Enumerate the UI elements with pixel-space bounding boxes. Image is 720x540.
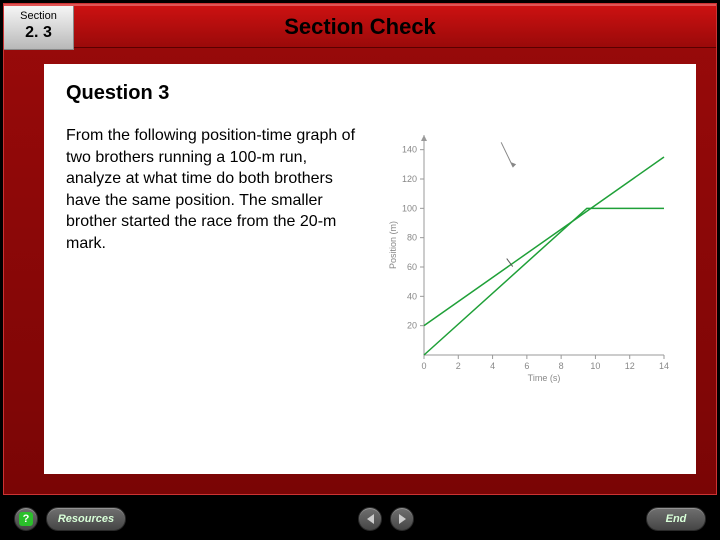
content-area: Question 3 From the following position-t… — [44, 64, 696, 474]
help-icon: ? — [19, 512, 33, 526]
svg-text:140: 140 — [402, 145, 417, 155]
question-body: From the following position-time graph o… — [66, 125, 366, 395]
svg-text:Time (s): Time (s) — [528, 373, 561, 383]
svg-text:8: 8 — [559, 361, 564, 371]
prev-button[interactable] — [358, 507, 382, 531]
svg-text:2: 2 — [456, 361, 461, 371]
svg-text:120: 120 — [402, 174, 417, 184]
end-label: End — [666, 513, 687, 525]
svg-text:6: 6 — [524, 361, 529, 371]
end-button[interactable]: End — [646, 507, 706, 531]
svg-text:40: 40 — [407, 291, 417, 301]
svg-text:60: 60 — [407, 262, 417, 272]
help-button[interactable]: ? — [14, 507, 38, 531]
chart-svg: 0 2 4 6 8 10 12 14 20 40 60 80 100 120 140 Time (s) Posi… — [384, 125, 674, 385]
svg-text:Position (m): Position (m) — [388, 221, 398, 269]
svg-text:12: 12 — [625, 361, 635, 371]
header-bar: Section 2. 3 Section Check — [4, 4, 716, 48]
svg-text:0: 0 — [421, 361, 426, 371]
svg-text:80: 80 — [407, 233, 417, 243]
svg-text:4: 4 — [490, 361, 495, 371]
resources-label: Resources — [58, 513, 114, 525]
resources-button[interactable]: Resources — [46, 507, 126, 531]
body-row: From the following position-time graph o… — [66, 125, 674, 395]
chevron-left-icon — [367, 514, 374, 524]
chevron-right-icon — [399, 514, 406, 524]
next-button[interactable] — [390, 507, 414, 531]
position-time-chart: 0 2 4 6 8 10 12 14 20 40 60 80 100 120 140 Time (s) Posi… — [384, 125, 674, 395]
footer-bar: ? Resources End — [0, 498, 720, 540]
svg-text:10: 10 — [590, 361, 600, 371]
slide-title: Section Check — [4, 14, 716, 40]
svg-text:14: 14 — [659, 361, 669, 371]
svg-text:20: 20 — [407, 321, 417, 331]
svg-text:100: 100 — [402, 203, 417, 213]
question-heading: Question 3 — [66, 82, 674, 105]
slide: Section 2. 3 Section Check Question 3 Fr… — [3, 3, 717, 495]
